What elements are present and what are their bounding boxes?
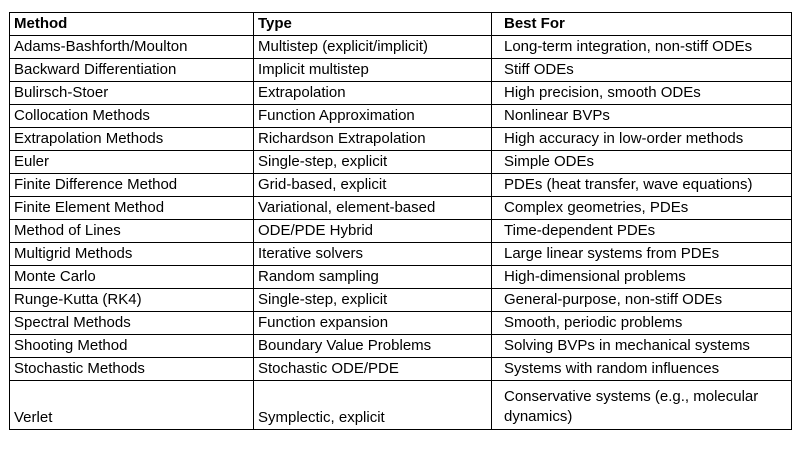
- header-method: Method: [9, 12, 254, 36]
- cell-type: Variational, element-based: [253, 196, 492, 220]
- cell-method: Bulirsch-Stoer: [9, 81, 254, 105]
- cell-method: Stochastic Methods: [9, 357, 254, 381]
- cell-type: ODE/PDE Hybrid: [253, 219, 492, 243]
- cell-method: Runge-Kutta (RK4): [9, 288, 254, 312]
- cell-type: Extrapolation: [253, 81, 492, 105]
- cell-best-for: Solving BVPs in mechanical systems: [491, 334, 792, 358]
- cell-best-for: Complex geometries, PDEs: [491, 196, 792, 220]
- cell-type: Function Approximation: [253, 104, 492, 128]
- table-row: Finite Difference Method Grid-based, exp…: [9, 173, 792, 197]
- table-row: Bulirsch-Stoer Extrapolation High precis…: [9, 81, 792, 105]
- cell-type: Stochastic ODE/PDE: [253, 357, 492, 381]
- cell-method: Euler: [9, 150, 254, 174]
- cell-best-for: Smooth, periodic problems: [491, 311, 792, 335]
- table-row: Backward Differentiation Implicit multis…: [9, 58, 792, 82]
- table-row: Method of Lines ODE/PDE Hybrid Time-depe…: [9, 219, 792, 243]
- cell-type: Function expansion: [253, 311, 492, 335]
- cell-best-for: Large linear systems from PDEs: [491, 242, 792, 266]
- cell-method: Finite Difference Method: [9, 173, 254, 197]
- cell-type: Random sampling: [253, 265, 492, 289]
- table-row: Monte Carlo Random sampling High-dimensi…: [9, 265, 792, 289]
- cell-type: Multistep (explicit/implicit): [253, 35, 492, 59]
- table-row: Stochastic Methods Stochastic ODE/PDE Sy…: [9, 357, 792, 381]
- table-row: Euler Single-step, explicit Simple ODEs: [9, 150, 792, 174]
- table-row: Collocation Methods Function Approximati…: [9, 104, 792, 128]
- cell-method: Multigrid Methods: [9, 242, 254, 266]
- header-row: Method Type Best For: [9, 12, 792, 36]
- cell-method: Extrapolation Methods: [9, 127, 254, 151]
- cell-type: Boundary Value Problems: [253, 334, 492, 358]
- table-row: Multigrid Methods Iterative solvers Larg…: [9, 242, 792, 266]
- cell-best-for: Conservative systems (e.g., molecular dy…: [491, 380, 792, 430]
- cell-best-for: High-dimensional problems: [491, 265, 792, 289]
- cell-best-for: Time-dependent PDEs: [491, 219, 792, 243]
- table-row: Finite Element Method Variational, eleme…: [9, 196, 792, 220]
- methods-table-container: Method Type Best For Adams-Bashforth/Mou…: [9, 12, 792, 430]
- cell-best-for: High precision, smooth ODEs: [491, 81, 792, 105]
- cell-method: Adams-Bashforth/Moulton: [9, 35, 254, 59]
- cell-type: Richardson Extrapolation: [253, 127, 492, 151]
- cell-type: Iterative solvers: [253, 242, 492, 266]
- methods-table: Method Type Best For Adams-Bashforth/Mou…: [9, 12, 792, 430]
- cell-best-for: Nonlinear BVPs: [491, 104, 792, 128]
- cell-best-for: Stiff ODEs: [491, 58, 792, 82]
- cell-method: Verlet: [9, 380, 254, 430]
- cell-method: Finite Element Method: [9, 196, 254, 220]
- cell-method: Backward Differentiation: [9, 58, 254, 82]
- header-best-for: Best For: [491, 12, 792, 36]
- cell-method: Shooting Method: [9, 334, 254, 358]
- cell-best-for: General-purpose, non-stiff ODEs: [491, 288, 792, 312]
- table-row: Adams-Bashforth/Moulton Multistep (expli…: [9, 35, 792, 59]
- table-row: Spectral Methods Function expansion Smoo…: [9, 311, 792, 335]
- cell-type: Single-step, explicit: [253, 288, 492, 312]
- header-type: Type: [253, 12, 492, 36]
- table-row: Runge-Kutta (RK4) Single-step, explicit …: [9, 288, 792, 312]
- table-row: Extrapolation Methods Richardson Extrapo…: [9, 127, 792, 151]
- table-row: Shooting Method Boundary Value Problems …: [9, 334, 792, 358]
- cell-method: Collocation Methods: [9, 104, 254, 128]
- cell-best-for: Simple ODEs: [491, 150, 792, 174]
- cell-method: Monte Carlo: [9, 265, 254, 289]
- cell-method: Spectral Methods: [9, 311, 254, 335]
- table-row: Verlet Symplectic, explicit Conservative…: [9, 380, 792, 430]
- cell-best-for: Long-term integration, non-stiff ODEs: [491, 35, 792, 59]
- cell-type: Single-step, explicit: [253, 150, 492, 174]
- cell-type: Grid-based, explicit: [253, 173, 492, 197]
- cell-best-for: PDEs (heat transfer, wave equations): [491, 173, 792, 197]
- cell-best-for: High accuracy in low-order methods: [491, 127, 792, 151]
- cell-type: Implicit multistep: [253, 58, 492, 82]
- cell-method: Method of Lines: [9, 219, 254, 243]
- cell-best-for: Systems with random influences: [491, 357, 792, 381]
- cell-type: Symplectic, explicit: [253, 380, 492, 430]
